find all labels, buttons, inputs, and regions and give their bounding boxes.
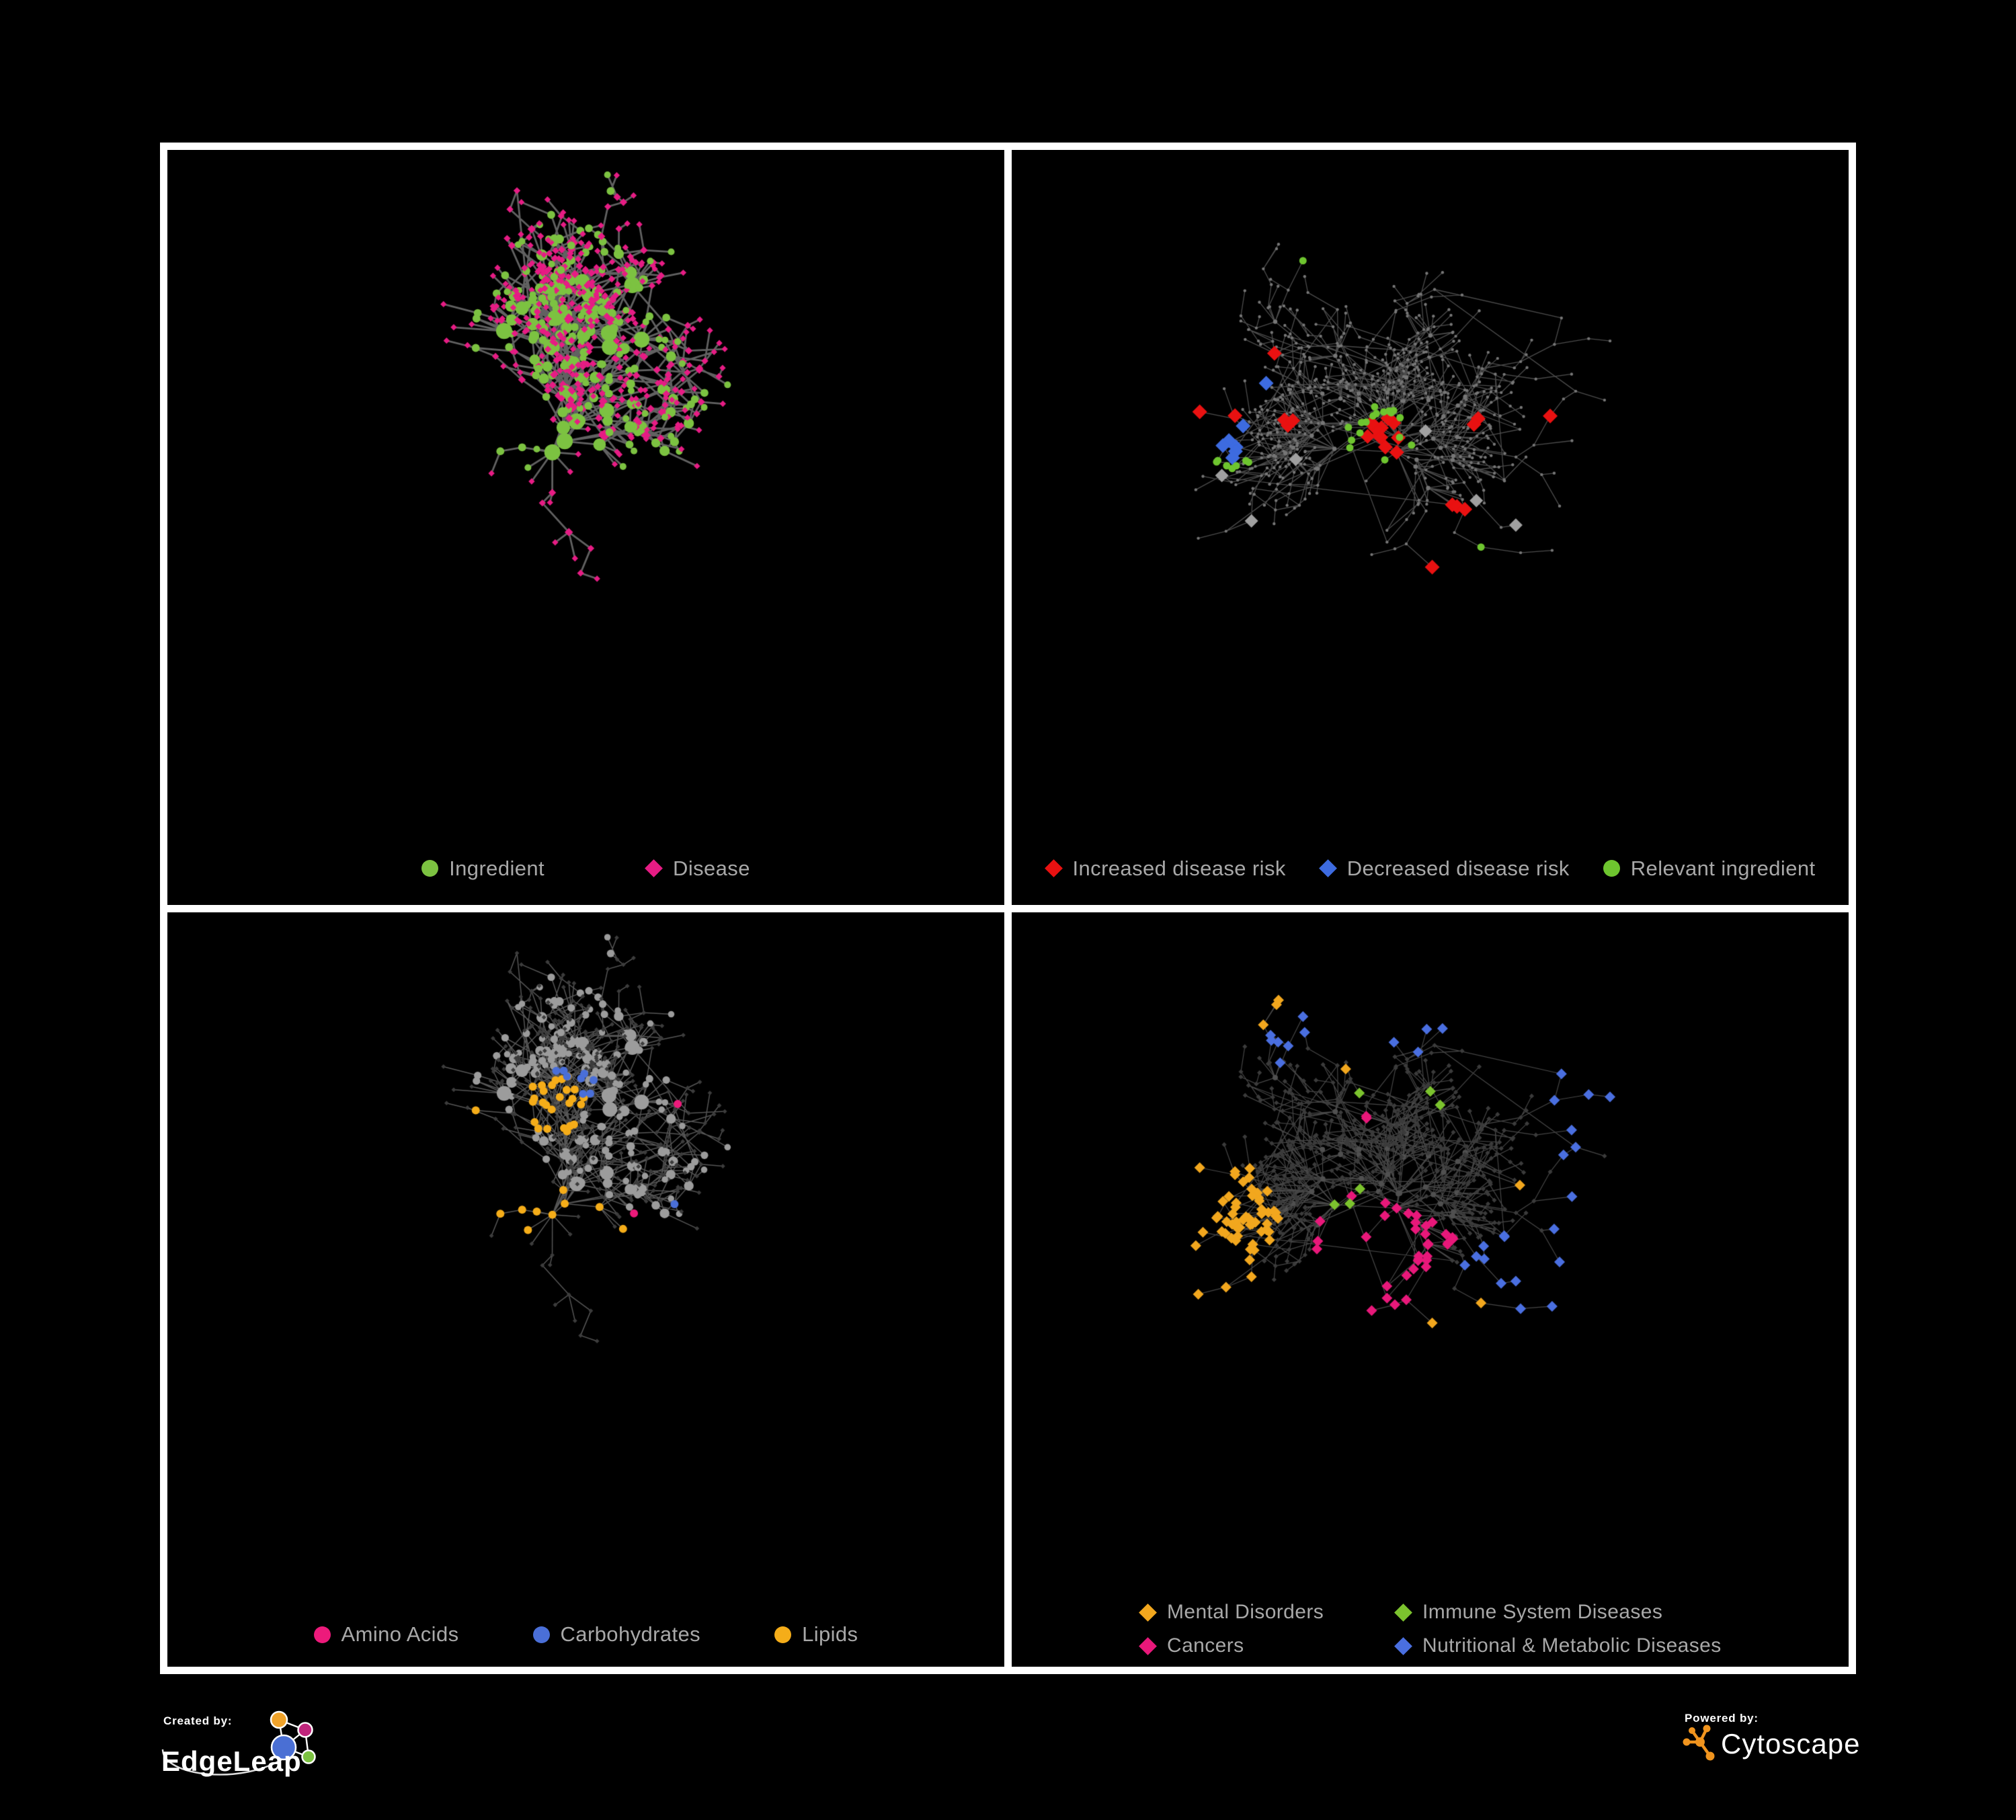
edgeleap-wordmark: EdgeLeap [161,1745,302,1777]
legend-label-relevant-ingredient: Relevant ingredient [1630,856,1816,880]
legend-item-lipids: Lipids [774,1622,858,1647]
legend-item-mental-disorders: Mental Disorders [1139,1601,1395,1624]
edgeleap-node-magenta [297,1722,313,1738]
legend-macronutrient-classes: Amino Acids Carbohydrates Lipids [167,1622,1004,1647]
legend-marker-mental-disorders [1139,1603,1157,1622]
legend-label-nutritional-metabolic-diseases: Nutritional & Metabolic Diseases [1422,1634,1722,1657]
edgeleap-node-green [301,1749,316,1764]
legend-marker-increased-disease-risk [1044,859,1063,877]
legend-item-relevant-ingredient: Relevant ingredient [1603,857,1816,881]
edgeleap-node-blue [270,1734,297,1761]
powered-by-label: Powered by: [1685,1712,1759,1725]
panel-disease-risk: Increased disease risk Decreased disease … [1012,150,1849,905]
legend-marker-ingredient [421,860,439,877]
legend-label-mental-disorders: Mental Disorders [1167,1601,1324,1623]
legend-item-carbohydrates: Carbohydrates [532,1622,701,1647]
network-graph-ingredients-diseases [167,150,1004,837]
cytoscape-glyph-nodes [1683,1725,1715,1761]
legend-item-amino-acids: Amino Acids [313,1622,459,1647]
cytoscape-logo: Cytoscape [1683,1725,1860,1761]
network-graph-disease-risk [1012,150,1849,837]
legend-item-nutritional-metabolic-diseases: Nutritional & Metabolic Diseases [1394,1634,1722,1657]
legend-label-immune-system-diseases: Immune System Diseases [1422,1601,1663,1623]
legend-item-disease: Disease [645,857,750,881]
legend-disease-categories: Mental Disorders Immune System Diseases Ca… [1139,1601,1722,1657]
edgeleap-logo: EdgeLeap [161,1710,316,1777]
legend-marker-nutritional-metabolic-diseases [1394,1636,1412,1655]
legend-item-ingredient: Ingredient [421,857,545,881]
legend-item-decreased-disease-risk: Decreased disease risk [1318,856,1570,881]
panel-disease-categories: Mental Disorders Immune System Diseases Ca… [1012,912,1849,1667]
legend-item-immune-system-diseases: Immune System Diseases [1394,1601,1722,1624]
legend-label-lipids: Lipids [802,1622,858,1646]
edgeleap-node-orange [270,1710,288,1729]
edgeleap-swoosh-curve [161,1749,286,1776]
panel-grid: Ingredient Disease Increased disease risk… [160,143,1856,1674]
legend-marker-disease [645,859,663,877]
legend-label-ingredient: Ingredient [449,856,545,880]
network-graph-disease-categories [1012,912,1849,1585]
legend-label-disease: Disease [673,856,750,880]
legend-marker-amino-acids [313,1626,331,1643]
legend-item-increased-disease-risk: Increased disease risk [1044,856,1286,881]
legend-label-amino-acids: Amino Acids [341,1622,459,1646]
legend-marker-cancers [1139,1636,1157,1655]
legend-marker-decreased-disease-risk [1318,859,1337,877]
cytoscape-wordmark: Cytoscape [1721,1728,1860,1759]
legend-marker-lipids [774,1626,792,1643]
legend-disease-risk: Increased disease risk Decreased disease … [1012,857,1849,881]
panel-macronutrient-classes: Amino Acids Carbohydrates Lipids [167,912,1004,1667]
legend-label-cancers: Cancers [1167,1634,1244,1657]
legend-label-decreased-disease-risk: Decreased disease risk [1346,856,1570,880]
legend-marker-immune-system-diseases [1394,1603,1412,1622]
created-by-label: Created by: [163,1714,233,1727]
legend-item-cancers: Cancers [1139,1634,1395,1657]
legend-label-increased-disease-risk: Increased disease risk [1072,856,1286,880]
legend-marker-relevant-ingredient [1603,860,1620,877]
legend-label-carbohydrates: Carbohydrates [560,1622,701,1646]
panel-ingredients-diseases: Ingredient Disease [167,150,1004,905]
legend-ingredients-diseases: Ingredient Disease [167,857,1004,881]
network-graph-macronutrient-classes [167,912,1004,1599]
legend-marker-carbohydrates [532,1626,550,1643]
